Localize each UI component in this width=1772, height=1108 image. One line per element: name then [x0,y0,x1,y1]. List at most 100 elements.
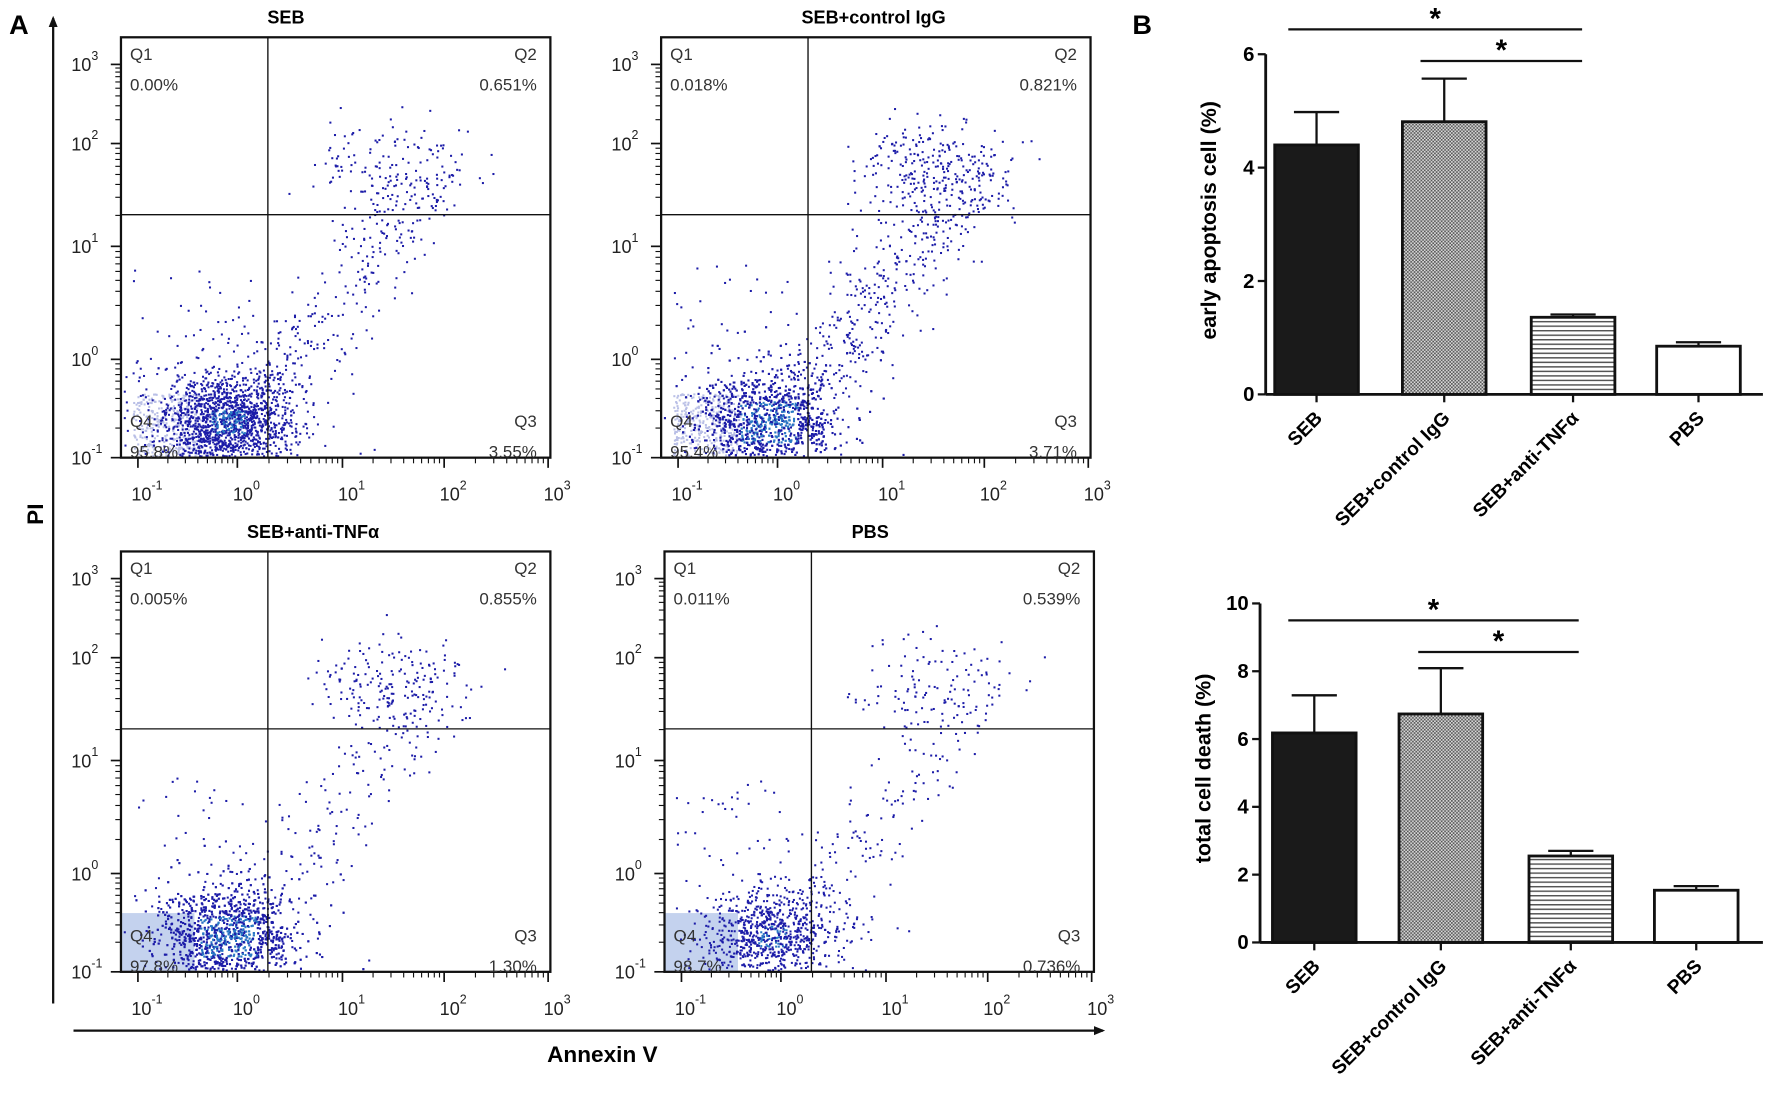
event-dot [759,423,762,426]
event-dot [822,335,825,338]
event-dot [784,394,787,397]
event-dot [140,428,143,431]
event-dot [255,341,258,344]
event-dot [792,447,795,450]
event-dot [718,391,721,394]
event-dot [419,219,422,222]
event-dot [765,442,768,445]
event-dot [763,426,766,429]
event-dot [738,419,741,422]
event-dot [778,417,781,420]
event-dot [726,441,729,444]
event-dot [797,440,800,443]
event-dot [781,426,784,429]
event-dot [170,387,173,390]
event-dot [782,397,785,400]
event-dot [169,397,172,400]
event-dot [888,313,891,316]
event-dot [768,403,771,406]
event-dot [790,448,793,451]
event-dot [763,407,766,410]
event-dot [760,430,763,433]
event-dot [757,441,760,444]
event-dot [737,406,740,409]
event-dot [743,330,746,333]
event-dot [1007,199,1010,202]
event-dot [256,432,259,435]
event-dot [258,446,261,449]
event-dot [245,432,248,435]
event-dot [280,438,283,441]
event-dot [321,321,324,324]
event-dot [270,452,273,455]
event-dot [359,452,362,455]
event-dot [728,359,731,362]
event-dot [194,392,197,395]
event-dot [701,448,704,451]
event-dot [859,439,862,442]
event-dot [702,420,705,423]
event-dot [845,333,848,336]
event-dot [815,448,818,451]
event-dot [187,441,190,444]
event-dot [370,184,373,187]
event-dot [881,350,884,353]
event-dot [172,399,175,402]
event-dot [919,159,922,162]
event-dot [227,428,230,431]
event-dot [283,423,286,426]
event-dot [284,409,287,412]
event-dot [748,421,751,424]
event-dot [695,414,698,417]
event-dot [281,414,284,417]
event-dot [817,438,820,441]
event-dot [421,197,424,200]
event-dot [324,444,327,447]
event-dot [835,408,838,411]
event-dot [207,386,210,389]
event-dot [697,429,700,432]
event-dot [820,432,823,435]
event-dot [220,406,223,409]
event-dot [965,216,968,219]
event-dot [153,418,156,421]
event-dot [748,406,751,409]
event-dot [961,199,964,202]
event-dot [718,420,721,423]
event-dot [682,431,685,434]
event-dot [818,432,821,435]
event-dot [965,118,968,121]
event-dot [231,405,234,408]
event-dot [227,432,231,435]
event-dot [168,335,171,338]
event-dot [239,410,242,414]
event-dot [202,347,205,350]
event-dot [193,407,196,410]
event-dot [215,438,218,441]
event-dot [742,422,745,425]
event-dot [272,379,275,382]
event-dot [394,228,397,231]
event-dot [711,384,714,387]
event-dot [181,427,184,430]
event-dot [898,260,901,263]
event-dot [839,444,842,447]
event-dot [400,233,403,236]
event-dot [691,440,694,443]
event-dot [847,310,850,313]
event-dot [427,195,430,198]
event-dot [242,410,245,413]
event-dot [754,386,757,389]
event-dot [683,430,686,433]
event-dot [330,180,333,183]
event-dot [132,372,135,375]
event-dot [384,187,387,190]
event-dot [696,439,699,442]
event-dot [139,411,142,414]
event-dot [762,435,765,438]
event-dot [349,170,352,173]
event-dot [284,447,287,450]
event-dot [197,399,200,402]
event-dot [178,421,181,424]
event-dot [165,408,168,411]
